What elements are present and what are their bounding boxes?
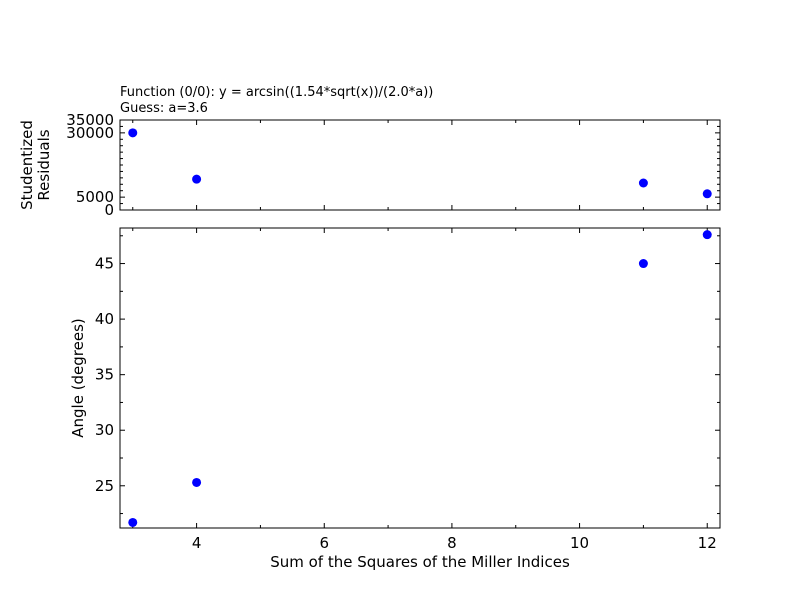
x-tick-label: 6 <box>319 534 329 552</box>
data-point <box>638 178 648 188</box>
x-axis-label: Sum of the Squares of the Miller Indices <box>270 553 570 571</box>
x-tick-label: 8 <box>447 534 457 552</box>
y-tick-label: 45 <box>95 255 114 273</box>
data-point <box>702 189 712 199</box>
y-tick-label: 0 <box>104 201 114 219</box>
y-tick-label: 30 <box>95 421 114 439</box>
x-tick-label: 10 <box>570 534 589 552</box>
plot-title-line-2: Guess: a=3.6 <box>120 101 208 116</box>
y-tick-label: 30000 <box>66 124 114 142</box>
x-tick-label: 12 <box>698 534 717 552</box>
y-tick-label: 40 <box>95 310 114 328</box>
y-tick-label: 35 <box>95 366 114 384</box>
y-axis-label: Studentized <box>18 120 36 210</box>
axes-frame <box>119 227 721 529</box>
data-point <box>128 128 138 138</box>
y-tick-label: 5000 <box>76 188 114 206</box>
main-plot-panel: 4 6 8 10 12 25 30 35 40 45 Sum of the Squares of t… <box>69 227 721 571</box>
axes-frame <box>119 119 721 211</box>
data-point <box>192 477 202 487</box>
plot-title-line-1: Function (0/0): y = arcsin((1.54*sqrt(x)… <box>120 85 434 100</box>
data-point <box>702 230 712 240</box>
y-axis-label: Angle (degrees) <box>69 318 87 438</box>
data-point <box>638 259 648 269</box>
y-tick-label: 25 <box>95 477 114 495</box>
x-tick-label: 4 <box>192 534 202 552</box>
y-axis-label: Residuals <box>35 129 53 200</box>
data-point <box>192 174 202 184</box>
data-point <box>128 517 138 527</box>
y-tick-label: 35000 <box>66 111 114 129</box>
